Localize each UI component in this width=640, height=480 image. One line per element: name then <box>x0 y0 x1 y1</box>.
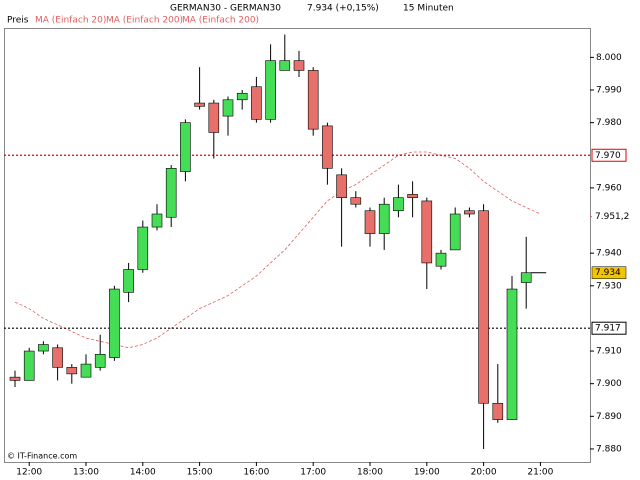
candle-body <box>407 194 418 198</box>
y-tick-label: 7.940 <box>596 249 622 259</box>
candle-body <box>449 213 461 251</box>
y-tick-label: 7.890 <box>596 412 622 422</box>
candle-body <box>378 203 390 234</box>
chart-title: GERMAN30 - GERMAN30 <box>170 4 281 14</box>
x-tick-label: 13:00 <box>73 468 99 478</box>
candle-body <box>208 102 220 133</box>
y-tick-label: 7.900 <box>596 379 622 389</box>
candle-body <box>151 213 163 228</box>
candle-body <box>94 354 106 368</box>
y-tick-label: 7.910 <box>596 347 622 357</box>
x-tick-label: 17:00 <box>300 468 326 478</box>
candle-body <box>464 210 475 215</box>
candle-body <box>251 86 262 120</box>
candle-body <box>194 102 205 107</box>
x-tick-label: 18:00 <box>357 468 383 478</box>
x-tick-label: 16:00 <box>243 468 269 478</box>
y-tick-label: 7.990 <box>596 86 622 96</box>
candle-body <box>364 210 376 234</box>
x-tick-label: 12:00 <box>16 468 42 478</box>
candle-body <box>492 402 504 420</box>
level-label: 7.970 <box>595 151 621 161</box>
y-tick-label: 7.980 <box>596 118 622 128</box>
candle-body <box>393 197 404 212</box>
candle-body <box>66 367 78 375</box>
candle-body <box>293 60 305 71</box>
candle-body <box>180 122 191 172</box>
last-price-label: 7.934 <box>595 268 621 278</box>
level-label-box <box>591 321 627 335</box>
moving-average <box>14 151 541 349</box>
legend-entry: MA (Einfach 200) <box>106 16 183 26</box>
candle-body <box>265 60 276 120</box>
candle-body <box>307 70 319 130</box>
level-label-box <box>591 148 627 162</box>
legend-entry: MA (Einfach 200) <box>182 16 259 26</box>
candle-body <box>336 174 347 198</box>
candle-body <box>38 344 49 352</box>
plot-frame <box>4 28 591 463</box>
candle-body <box>80 363 92 378</box>
interval: 15 Minuten <box>403 4 454 14</box>
candle-body <box>165 168 177 218</box>
candle-body <box>52 347 63 368</box>
ma-last-label: 7.951,2 <box>595 212 629 222</box>
candle-body <box>322 125 333 169</box>
y-tick-label: 7.960 <box>596 183 622 193</box>
legend-entry: MA (Einfach 20) <box>35 16 106 26</box>
x-tick-label: 15:00 <box>187 468 213 478</box>
candle-body <box>421 200 433 264</box>
x-tick-label: 20:00 <box>471 468 497 478</box>
candle-body <box>137 226 149 270</box>
level-label: 7.917 <box>595 324 621 334</box>
candle-body <box>109 288 120 358</box>
candle-body <box>23 350 35 381</box>
candle-body <box>350 197 362 205</box>
y-tick-label: 7.880 <box>596 444 622 454</box>
x-tick-label: 19:00 <box>414 468 440 478</box>
candle-body <box>9 376 21 381</box>
price-change: 7.934 (+0,15%) <box>307 4 379 14</box>
candle-body <box>478 210 489 404</box>
candle-body <box>279 60 291 71</box>
y-tick-label: 7.930 <box>596 281 622 291</box>
legend-entry: Preis <box>7 16 29 26</box>
candle-body <box>222 99 234 117</box>
candle-body <box>123 269 134 293</box>
candle-body <box>520 272 532 283</box>
x-tick-label: 14:00 <box>130 468 156 478</box>
candle-body <box>435 252 447 267</box>
candle-body <box>236 92 248 101</box>
candle-body <box>506 288 518 420</box>
y-tick-label: 8.000 <box>596 53 622 63</box>
last-price-box <box>591 266 627 279</box>
x-tick-label: 21:00 <box>527 468 553 478</box>
copyright: © IT-Finance.com <box>7 452 77 461</box>
